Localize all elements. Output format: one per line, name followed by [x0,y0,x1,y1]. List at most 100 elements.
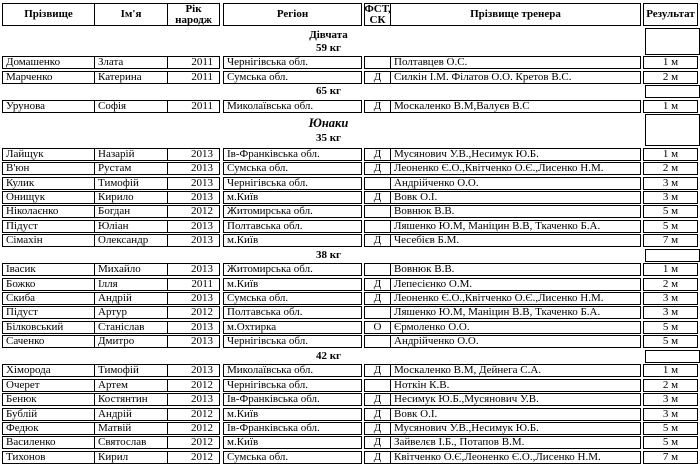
table-row: Саченко Дмитро 2013 Чернігівська обл. Андрій… [2,335,700,349]
surname-cell: Хіморода [2,364,95,378]
surname-cell: Лайщук [2,147,95,161]
birth-year-cell: 2011 [167,99,220,113]
first-name-cell: Злата [94,56,168,70]
surname-cell: В'юн [2,162,95,176]
section-label: 38 кг [315,248,342,261]
result-cell: 2 м [643,70,698,84]
fst-cell: Д [364,190,391,204]
coach-cell: Несимук Ю.Б.,Мусянович У.В. [390,393,641,407]
birth-year-cell: 2012 [167,436,220,450]
coach-cell: Вовнюк В.В. [390,205,641,219]
coach-cell: Ляшенко Ю.М, Маніцин В.В, Ткаченко Б.А. [390,219,641,233]
region-cell: м.Київ [223,234,362,248]
first-name-cell: Богдан [94,205,168,219]
surname-cell: Божко [2,277,95,291]
fst-cell [364,335,391,349]
surname-cell: Василенко [2,436,95,450]
region-cell: Сумська обл. [223,162,362,176]
first-name-cell: Назарій [94,147,168,161]
result-cell: 2 м [643,378,698,392]
birth-year-cell: 2013 [167,335,220,349]
table-row: Очерет Артем 2012 Чернігівська обл. Ноткін К… [2,378,700,392]
fst-cell: Д [364,277,391,291]
region-cell: Ів-Франківська обл. [223,421,362,435]
region-cell: Чернігівська обл. [223,378,362,392]
coach-cell: Єрмоленко О.О. [390,320,641,334]
header-region: Регіон [223,3,362,26]
coach-cell: Москаленко В.М,Валуєв В.С [390,99,641,113]
birth-year-cell: 2013 [167,320,220,334]
result-cell: 5 м [643,320,698,334]
region-cell: м.Київ [223,277,362,291]
first-name-cell: Софія [94,99,168,113]
section-label: 65 кг [315,85,342,98]
fst-cell: Д [364,147,391,161]
region-cell: Ів-Франківська обл. [223,393,362,407]
fst-cell: Д [364,421,391,435]
birth-year-cell: 2013 [167,147,220,161]
section-band: Дівчата 59 кг [2,28,700,55]
birth-year-cell: 2013 [167,219,220,233]
coach-cell: Квітченко О.Є,Леоненко Є.О.,Лисенко Н.М. [390,450,641,464]
surname-cell: Івасик [2,263,95,277]
result-cell: 3 м [643,176,698,190]
surname-cell: Підуст [2,306,95,320]
section-band: 42 кг [2,349,700,363]
birth-year-cell: 2011 [167,277,220,291]
surname-cell: Очерет [2,378,95,392]
first-name-cell: Святослав [94,436,168,450]
result-cell: 1 м [643,364,698,378]
region-cell: Сумська обл. [223,292,362,305]
table-row: Лайщук Назарій 2013 Ів-Франківська обл. Д Мус… [2,147,700,161]
surname-cell: Білковський [2,320,95,334]
fst-cell [364,306,391,320]
section-label: 35 кг [315,132,342,145]
fst-cell: Д [364,407,391,421]
result-cell: 5 м [643,436,698,450]
surname-cell: Бенюк [2,393,95,407]
birth-year-cell: 2013 [167,292,220,305]
birth-year-cell: 2012 [167,450,220,464]
region-cell: Сумська обл. [223,70,362,84]
fst-cell [364,378,391,392]
region-cell: м.Охтирка [223,320,362,334]
surname-cell: Домашенко [2,56,95,70]
fst-cell: Д [364,436,391,450]
coach-cell: Вовнюк В.В. [390,263,641,277]
birth-year-cell: 2012 [167,306,220,320]
result-cell: 3 м [643,407,698,421]
table-row: Ніколаєнко Богдан 2012 Житомирська обл. Вовн… [2,205,700,219]
table-row: Сімахін Олександр 2013 м.Київ Д Чесебієв Б.М.… [2,234,700,248]
first-name-cell: Андрій [94,407,168,421]
table-row: В'юн Рустам 2013 Сумська обл. Д Леоненко Є.О.… [2,162,700,176]
fst-cell: Д [364,393,391,407]
region-cell: Миколаївська обл. [223,99,362,113]
section-empty-result-cell [645,85,700,99]
table-row: Тихонов Кирил 2012 Сумська обл. Д Квітченко О… [2,450,700,464]
surname-cell: Сімахін [2,234,95,248]
first-name-cell: Ілля [94,277,168,291]
first-name-cell: Дмитро [94,335,168,349]
surname-cell: Скиба [2,292,95,305]
header-coach: Прізвище тренера [390,3,641,26]
surname-cell: Підуст [2,219,95,233]
result-cell: 5 м [643,205,698,219]
section-empty-result-cell [645,114,700,147]
result-cell: 3 м [643,393,698,407]
table-header-row: Прізвище Ім'я Рік народж Регіон ФСТ, СК … [2,3,700,26]
table-row: Івасик Михайло 2013 Житомирська обл. Вовнюк … [2,263,700,277]
fst-cell: О [364,320,391,334]
result-cell: 1 м [643,147,698,161]
result-cell: 7 м [643,450,698,464]
birth-year-cell: 2012 [167,421,220,435]
table-row: Бублій Андрій 2012 м.Київ Д Вовк О.І. 3 м [2,407,700,421]
table-body: Дівчата 59 кг Домашенко Злата 2011 Чернігівсь… [2,28,700,464]
surname-cell: Тихонов [2,450,95,464]
section-band-labels: Дівчата 59 кг [2,28,655,55]
first-name-cell: Тимофій [94,176,168,190]
surname-cell: Кулик [2,176,95,190]
coach-cell: Полтавцев О.С. [390,56,641,70]
first-name-cell: Тимофій [94,364,168,378]
first-name-cell: Михайло [94,263,168,277]
section-empty-result-cell [645,349,700,363]
